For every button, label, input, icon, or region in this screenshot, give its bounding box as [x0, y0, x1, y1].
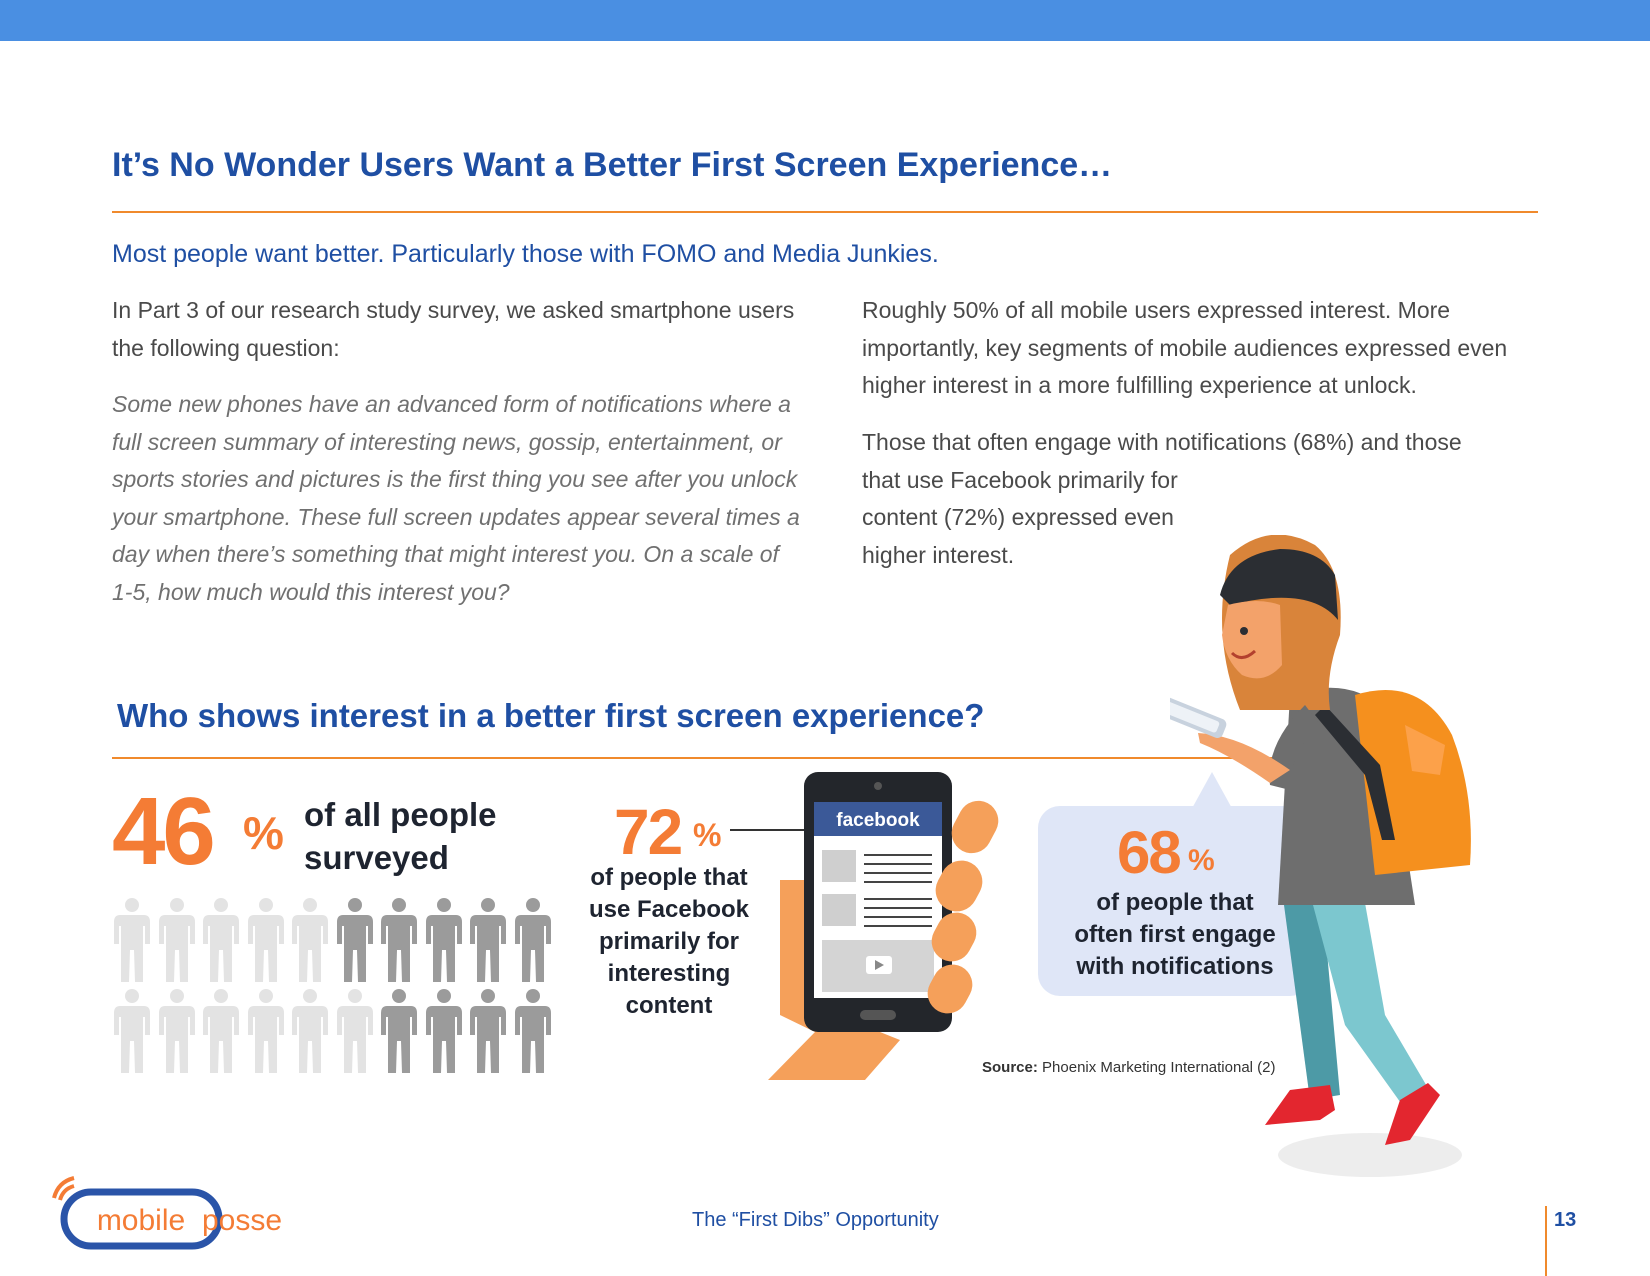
post-thumbnail — [822, 850, 856, 882]
person-icon — [470, 989, 506, 1073]
backpack-strap — [1315, 705, 1395, 840]
stat-68-value: 68 — [1117, 819, 1182, 886]
person-icon — [425, 989, 462, 1073]
logo-text-posse: posse — [202, 1204, 282, 1237]
person-icon — [158, 898, 195, 982]
survey-question: Some new phones have an advanced form of… — [112, 391, 800, 605]
segments-line: higher interest. — [862, 541, 1015, 568]
stat-46-label: of all people surveyed — [304, 793, 544, 879]
stat-68-label-line: with notifications — [1076, 953, 1274, 980]
person-icon — [158, 989, 195, 1073]
section-divider — [112, 757, 1302, 759]
stat-46-unit: % — [243, 807, 284, 859]
finger-shape — [931, 912, 977, 962]
source-label: Source: — [982, 1059, 1038, 1076]
front-shoe — [1385, 1083, 1440, 1145]
source-note: Source: Phoenix Marketing International … — [982, 1059, 1276, 1076]
person-icon — [470, 898, 506, 982]
back-shoe — [1265, 1085, 1335, 1125]
person-icon — [247, 898, 284, 982]
segments-paragraph: Those that often engage with notificatio… — [862, 424, 1552, 574]
stat-72-label-line: of people that — [590, 864, 748, 891]
girl-with-phone-illustration — [1170, 535, 1471, 1177]
ground-shadow — [1278, 1133, 1462, 1177]
person-icon — [514, 989, 551, 1073]
person-icon — [336, 989, 373, 1073]
footer-title: The “First Dibs” Opportunity — [692, 1209, 939, 1231]
post-thumbnail — [822, 894, 856, 926]
finger-shape — [935, 860, 983, 912]
page-subtitle: Most people want better. Particularly th… — [112, 240, 939, 268]
stat-46-label-line: of all people — [304, 796, 497, 833]
top-banner — [0, 0, 1650, 41]
hand-phone-illustration: facebook — [768, 772, 999, 1080]
person-icon — [114, 989, 150, 1073]
stat-72-value: 72 — [614, 796, 683, 868]
eye — [1240, 627, 1248, 635]
stat-46-label-line: surveyed — [304, 839, 449, 876]
findings-paragraph: Roughly 50% of all mobile users expresse… — [862, 297, 1508, 398]
source-text: Phoenix Marketing International (2) — [1042, 1059, 1276, 1076]
stat-72-pointer-line — [730, 829, 810, 831]
phone-home-button-icon — [860, 1010, 896, 1020]
intro-paragraph: In Part 3 of our research study survey, … — [112, 297, 795, 361]
person-icon — [203, 898, 239, 982]
stat-72-label-line: interesting — [607, 960, 731, 987]
page-title: It’s No Wonder Users Want a Better First… — [112, 146, 1113, 184]
person-icon — [336, 898, 373, 982]
stat-68-unit: % — [1188, 844, 1215, 877]
segments-line: Those that often engage with notificatio… — [862, 429, 1462, 455]
page-number: 13 — [1554, 1209, 1577, 1231]
stat-68-label-line: often first engage — [1074, 921, 1276, 948]
notifications-speech-bubble — [1038, 806, 1312, 996]
mobileposse-logo: mobile posse — [52, 1176, 282, 1250]
phone-camera-icon — [874, 782, 882, 790]
stat-46-value: 46 — [112, 778, 216, 885]
people-pictogram — [112, 898, 552, 1078]
face — [1222, 601, 1282, 679]
smile — [1230, 649, 1257, 659]
person-icon — [381, 898, 417, 982]
page-number-divider — [1545, 1206, 1547, 1276]
section-title: Who shows interest in a better first scr… — [117, 697, 985, 734]
segments-line: content (72%) expressed even — [862, 504, 1174, 530]
front-leg — [1305, 875, 1435, 1113]
person-icon — [114, 898, 150, 982]
person-icon — [292, 898, 328, 982]
person-icon — [514, 898, 551, 982]
person-icon — [292, 989, 328, 1073]
facebook-app-label: facebook — [836, 810, 920, 831]
finger-shape — [927, 964, 973, 1014]
backpack-pocket — [1405, 725, 1445, 775]
person-icon — [247, 989, 284, 1073]
signal-wave-icon — [52, 1176, 75, 1199]
stat-72-label-line: primarily for — [598, 928, 740, 955]
bubble-tail — [1190, 772, 1234, 812]
title-divider — [112, 211, 1538, 213]
stat-72-label-line: use Facebook — [588, 896, 750, 923]
person-icon — [381, 989, 417, 1073]
logo-pill — [60, 1188, 223, 1250]
finger-shape — [951, 800, 999, 854]
beanie — [1220, 549, 1338, 620]
stat-68-label-line: of people that — [1096, 889, 1254, 916]
stat-72-unit: % — [693, 817, 722, 853]
logo-text-mobile: mobile — [97, 1204, 185, 1237]
forearm — [1198, 733, 1290, 783]
person-icon — [425, 898, 462, 982]
stat-72-label-line: content — [625, 992, 713, 1019]
person-icon — [203, 989, 239, 1073]
facebook-header-bar — [814, 802, 942, 836]
stat-72-label: of people that use Facebook primarily fo… — [584, 862, 754, 1022]
stat-68-label: of people that often first engage with n… — [1045, 887, 1305, 983]
segments-line: that use Facebook primarily for — [862, 466, 1178, 493]
